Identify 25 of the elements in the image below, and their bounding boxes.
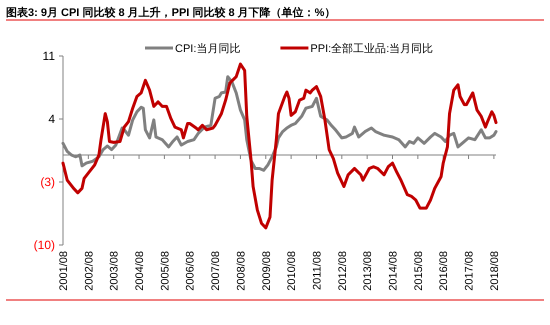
x-tick-label: 2008/08 (235, 251, 248, 291)
x-tick-label: 2006/08 (184, 251, 197, 291)
legend-label: CPI:当月同比 (175, 42, 240, 55)
x-tick-label: 2013/08 (362, 251, 374, 291)
x-tick-label: 2005/08 (159, 251, 172, 291)
x-tick-label: 2004/08 (134, 251, 146, 291)
x-tick-label: 2002/08 (83, 251, 96, 291)
x-tick-label: 2012/08 (336, 251, 349, 291)
x-tick-label: 2011/08 (311, 251, 324, 290)
x-tick-label: 2009/08 (260, 251, 273, 291)
x-tick-label: 2010/08 (286, 251, 298, 291)
y-tick-label: 4 (48, 112, 56, 126)
title: 图表3: 9月 CPI 同比较 8 月上升，PPI 同比较 8 月下降（单位：%） (6, 7, 336, 19)
y-tick-label: (3) (40, 175, 55, 189)
x-tick-label: 2015/08 (412, 251, 425, 291)
y-tick-label: (10) (34, 238, 55, 252)
x-tick-label: 2014/08 (388, 251, 400, 291)
x-tick-label: 2018/08 (488, 251, 501, 291)
y-tick-label: 11 (42, 49, 56, 63)
x-tick-label: 2016/08 (438, 251, 450, 291)
x-tick-label: 2003/08 (108, 251, 121, 291)
x-tick-label: 2017/08 (464, 251, 476, 291)
legend-label: PPI:全部工业品:当月同比 (310, 42, 434, 55)
x-tick-label: 2007/08 (210, 251, 222, 291)
x-tick-label: 2001/08 (58, 251, 70, 291)
